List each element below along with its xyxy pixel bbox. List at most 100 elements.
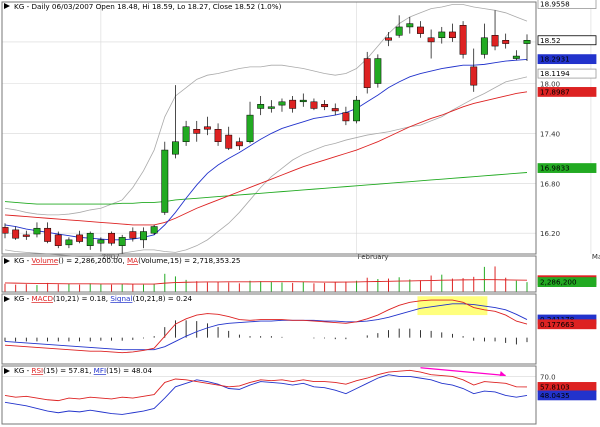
price-badge-label: 17.8987 <box>540 87 570 96</box>
candle-down <box>225 134 233 149</box>
macd-highlight-box <box>417 296 488 316</box>
volume-title-part: (Volume,15) = 2,718,353.25 <box>138 256 240 265</box>
macd-badge-label: 0.177663 <box>540 320 574 329</box>
price-y-tick-label: 16.80 <box>540 180 560 188</box>
price-badge-box <box>537 35 597 46</box>
macd-signal-line <box>4 303 528 351</box>
price-panel: 18.5018.0017.4016.8016.202007FebruaryMar… <box>1 0 600 261</box>
price-badge-label: 16.9833 <box>540 164 570 173</box>
candle-down <box>448 31 456 39</box>
price-badge-box <box>537 163 597 173</box>
candle-down <box>342 112 350 122</box>
price-badge-box <box>537 68 597 79</box>
price-y-tick-label: 17.40 <box>540 130 560 138</box>
candle-down <box>203 126 211 130</box>
candle-down <box>129 231 137 239</box>
macd-title-part: Signal <box>110 294 132 303</box>
candle-down <box>44 227 52 242</box>
volume-title-part: () = 2,286,200.00, <box>58 256 127 265</box>
rsi-badge-box <box>537 390 597 401</box>
price-badge-label: 18.9558 <box>540 0 570 9</box>
panel-arrow-icon <box>4 296 10 302</box>
candle-down <box>54 234 62 246</box>
macd-badge-box <box>537 319 597 330</box>
candle-up <box>97 239 105 244</box>
price-title: KG - Daily 06/03/2007 Open 18.48, Hi 18.… <box>14 2 282 11</box>
candle-up <box>299 99 307 103</box>
rsi-title: KG - RSI(15) = 57.81, MFI(15) = 48.04 <box>14 366 152 375</box>
candle-down <box>193 128 201 134</box>
candle-down <box>310 101 318 109</box>
candle-down <box>363 58 371 88</box>
candle-up <box>353 99 361 122</box>
candle-up <box>86 232 94 246</box>
divergence-arrow <box>420 367 506 377</box>
mfi-line <box>4 374 528 415</box>
volume-badge-box <box>537 277 597 287</box>
candle-up <box>438 31 446 39</box>
candle-up <box>257 104 265 109</box>
candle-down <box>417 26 424 34</box>
macd-title-part: KG - <box>14 294 31 303</box>
candle-up <box>118 237 126 246</box>
divergence-arrowhead-icon <box>499 371 506 377</box>
candle-up <box>267 106 275 109</box>
candle-down <box>491 35 499 47</box>
volume-title-part: MA <box>127 256 138 265</box>
price-badge-box <box>537 0 597 9</box>
x-axis-label: March <box>592 253 600 261</box>
rsi-badge-label: 48.0435 <box>540 391 570 400</box>
rsi-title-part: (15) = 48.04 <box>106 366 152 375</box>
rsi-title-part: RSI <box>31 366 43 375</box>
price-badge-box <box>537 54 597 65</box>
candle-up <box>278 101 286 106</box>
candle-down <box>22 234 30 237</box>
rsi-line <box>4 369 528 402</box>
ma-blue-line <box>4 58 528 241</box>
macd-title: KG - MACD(10,21) = 0.18, Signal(10,21,8)… <box>14 294 193 303</box>
candle-up <box>512 55 520 59</box>
volume-frame <box>1 255 537 293</box>
macd-title-part: (10,21) = 0.18, <box>53 294 110 303</box>
rsi-badge-label: 57.8103 <box>540 382 570 391</box>
rsi-frame <box>1 365 537 425</box>
x-axis-label: 2007 <box>102 253 120 261</box>
panel-arrow-icon <box>4 368 10 374</box>
candle-up <box>523 40 531 44</box>
rsi-level-label: 70.0 <box>540 373 556 381</box>
price-badge-box <box>537 87 597 97</box>
candle-down <box>459 25 467 55</box>
rsi-title-part: KG - <box>14 366 31 375</box>
candle-down <box>502 40 510 44</box>
price-badge-label: 18.1194 <box>540 69 570 78</box>
macd-title-part: (10,21,8) = 0.24 <box>132 294 192 303</box>
panel-arrow-icon <box>4 3 10 9</box>
macd-frame <box>1 293 537 365</box>
volume-ma-line <box>4 279 528 285</box>
price-y-tick-label: 16.20 <box>540 230 560 238</box>
candle-up <box>33 227 41 235</box>
candle-up <box>182 126 190 142</box>
candle-down <box>427 37 435 43</box>
candle-down <box>235 141 243 147</box>
candle-up <box>140 231 147 241</box>
candle-down <box>214 128 222 142</box>
candle-down <box>321 104 329 108</box>
candle-up <box>395 26 403 36</box>
candle-up <box>374 58 382 84</box>
price-badge-label: 18.2931 <box>540 55 570 64</box>
bollinger-upper-line <box>4 4 528 216</box>
candle-up <box>65 239 73 246</box>
candle-down <box>108 232 115 244</box>
candle-up <box>150 226 158 234</box>
price-frame <box>1 1 537 255</box>
price-y-tick-label: 18.00 <box>540 81 560 89</box>
bollinger-lower-line <box>4 76 528 257</box>
rsi-title-part: MFI <box>94 366 106 375</box>
x-axis-label: February <box>358 253 389 261</box>
candle-down <box>331 108 339 112</box>
volume-title-part: KG - <box>14 256 31 265</box>
